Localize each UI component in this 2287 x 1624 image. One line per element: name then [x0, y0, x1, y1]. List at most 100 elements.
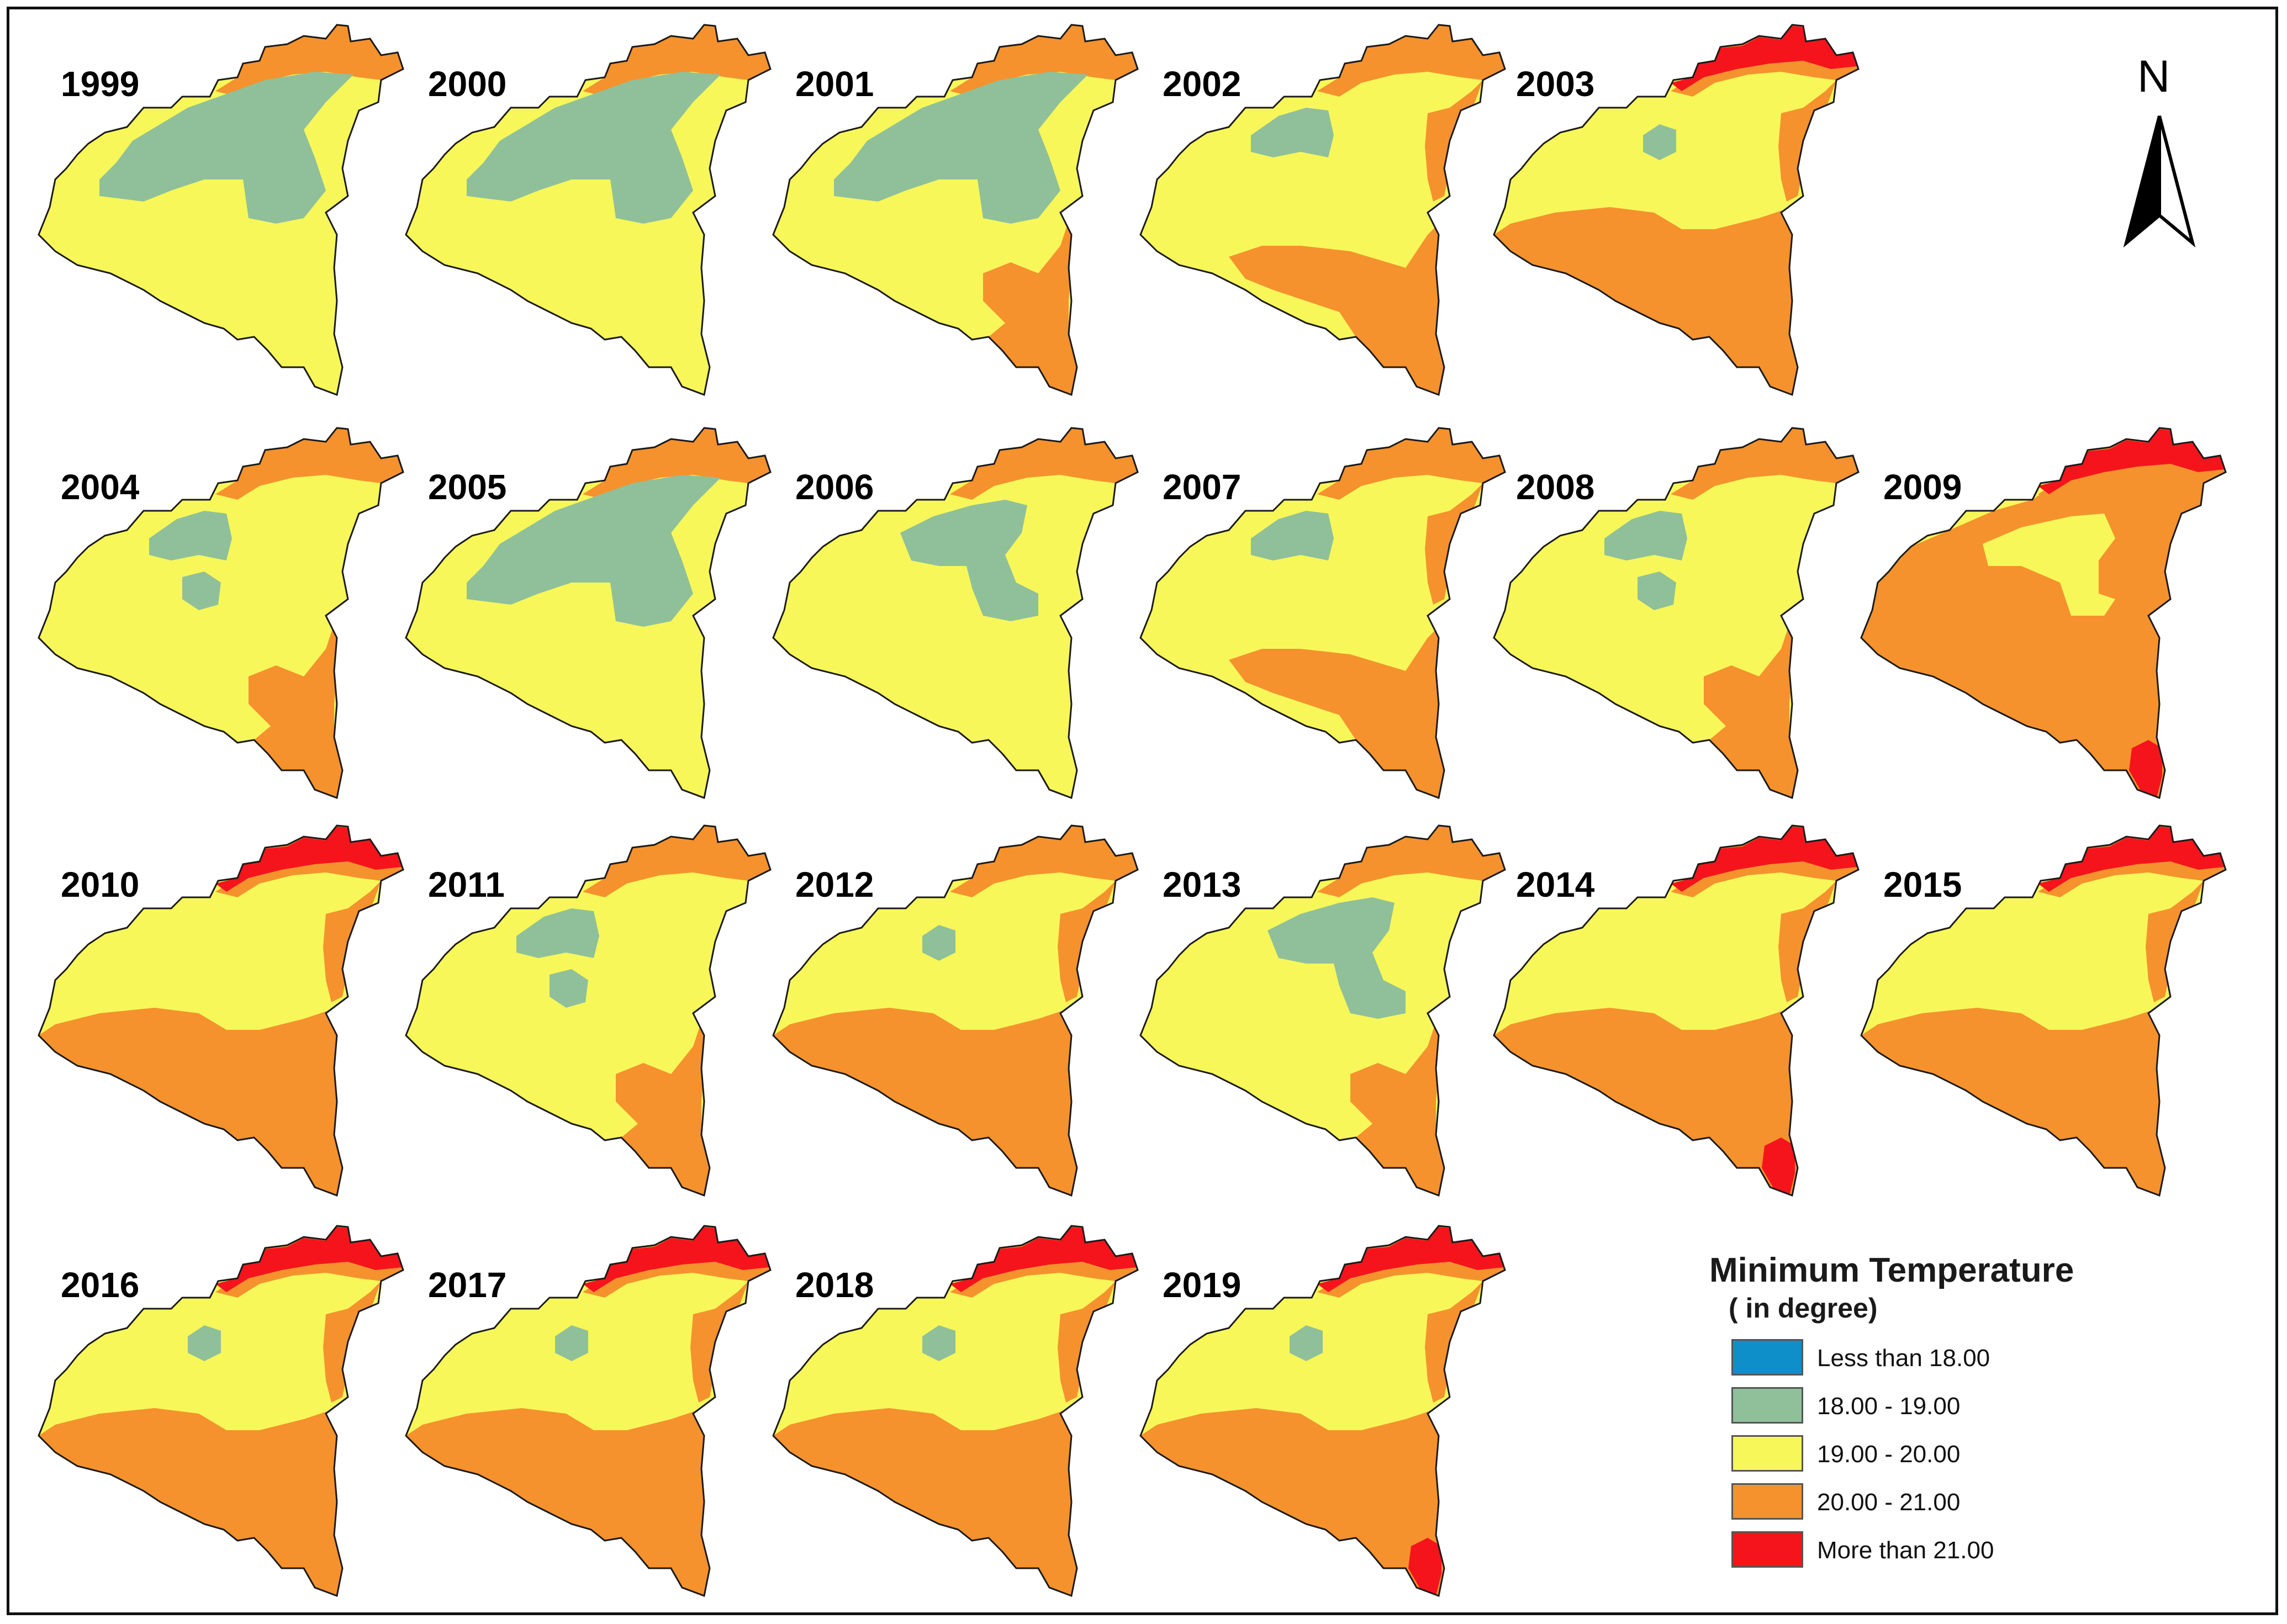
region-map	[772, 24, 1139, 396]
legend-item-19-20: 19.00 - 20.00	[1731, 1435, 2184, 1474]
north-label: N	[2137, 51, 2170, 102]
zone-red-north	[215, 827, 402, 892]
zone-orange-lower-half	[773, 1008, 1077, 1195]
legend-title: Minimum Temperature	[1709, 1251, 2074, 1289]
zone-green-center	[550, 969, 588, 1008]
zone-orange-south	[1229, 224, 1444, 395]
map-panel-2008: 2008	[1472, 417, 1860, 803]
region-map	[1139, 1225, 1506, 1597]
legend-item-18-19: 18.00 - 19.00	[1731, 1387, 2184, 1426]
zone-20-21-north	[950, 428, 1138, 500]
zone-orange-southeast	[249, 616, 342, 798]
year-label: 2015	[1883, 865, 1962, 904]
region-boundary	[772, 1225, 1139, 1597]
zone-green-medium	[1267, 897, 1406, 1019]
legend-label: 18.00 - 19.00	[1817, 1393, 1961, 1420]
zone-red-south	[2129, 740, 2162, 798]
legend-label: 19.00 - 20.00	[1817, 1441, 1961, 1468]
legend-label: Less than 18.00	[1817, 1345, 1990, 1372]
zone-green-tiny	[188, 1325, 221, 1361]
region-boundary	[772, 824, 1139, 1197]
region-map	[38, 427, 404, 800]
zone-green-medium	[900, 500, 1038, 621]
zone-red-south	[1408, 1538, 1441, 1596]
map-panel-2013: 2013	[1118, 814, 1506, 1201]
zone-orange-lower-half	[1140, 1408, 1444, 1596]
year-label: 2003	[1516, 64, 1595, 104]
zone-green-large	[467, 72, 721, 224]
map-panel-2005: 2005	[384, 417, 772, 803]
year-label: 2007	[1163, 467, 1242, 507]
region-boundary	[1493, 824, 1860, 1197]
region-map	[1860, 427, 2227, 800]
map-panel-2001: 2001	[751, 14, 1139, 400]
region-boundary	[1139, 824, 1506, 1197]
region-map	[405, 1225, 772, 1597]
region-boundary	[1860, 824, 2227, 1197]
map-panel-2002: 2002	[1118, 14, 1506, 400]
year-label: 2009	[1883, 467, 1962, 507]
region-boundary	[1860, 427, 2227, 800]
region-map	[405, 824, 772, 1197]
zone-green-small	[149, 511, 232, 560]
legend-item-less-than-18: Less than 18.00	[1731, 1339, 2184, 1378]
zone-green-center	[182, 572, 221, 610]
year-label: 2012	[795, 865, 874, 904]
zone-red-north	[2038, 429, 2225, 494]
zone-20-21-north	[1317, 428, 1505, 500]
zone-green-center	[1638, 572, 1676, 610]
zone-20-21-north	[950, 25, 1138, 97]
zone-orange-southeast	[1350, 1013, 1444, 1195]
map-panel-2014: 2014	[1472, 814, 1860, 1201]
map-panel-2011: 2011	[384, 814, 772, 1201]
year-label: 2006	[795, 467, 874, 507]
region-boundary	[38, 1225, 404, 1597]
year-label: 2008	[1516, 467, 1595, 507]
region-map	[38, 1225, 404, 1597]
year-label: 2019	[1163, 1265, 1242, 1305]
region-boundary	[38, 824, 404, 1197]
region-map	[38, 824, 404, 1197]
zone-green-tiny	[1290, 1325, 1323, 1361]
map-panel-2018: 2018	[751, 1215, 1139, 1601]
zone-red-north	[2038, 827, 2225, 892]
zone-green-large	[467, 475, 721, 627]
region-map	[1139, 824, 1506, 1197]
north-arrow-icon	[2123, 115, 2196, 248]
zone-orange-southeast	[983, 213, 1077, 395]
region-boundary	[1139, 24, 1506, 396]
map-panel-2009: 2009	[1839, 417, 2227, 803]
region-map	[1139, 427, 1506, 800]
legend-swatch	[1731, 1387, 1803, 1424]
region-map	[1493, 427, 1860, 800]
zone-green-small	[516, 908, 599, 958]
zone-red-north	[215, 1227, 402, 1292]
zone-20-21-north	[583, 826, 770, 897]
year-label: 2018	[795, 1265, 874, 1305]
legend-swatch	[1731, 1483, 1803, 1520]
region-map	[1493, 824, 1860, 1197]
zone-green-tiny	[922, 1325, 955, 1361]
zone-orange-lower-half	[1861, 1008, 2165, 1195]
zone-green-small	[1251, 511, 1334, 560]
zone-orange-lower-half	[406, 1408, 710, 1596]
region-boundary	[1493, 24, 1860, 396]
zone-orange-lower-half	[773, 1408, 1077, 1596]
zone-19-20	[773, 428, 1138, 798]
region-boundary	[772, 427, 1139, 800]
year-label: 2000	[428, 64, 507, 104]
zone-red-north	[583, 1227, 769, 1292]
zone-red-north	[1317, 1227, 1504, 1292]
legend: Minimum Temperature ( in degree) Less th…	[1701, 1245, 2198, 1577]
zone-20-21-north	[1671, 428, 1858, 500]
year-label: 2002	[1163, 64, 1242, 104]
legend-swatch	[1731, 1531, 1803, 1568]
year-label: 2013	[1163, 865, 1242, 904]
zone-green-tiny	[922, 925, 955, 961]
year-label: 2016	[61, 1265, 140, 1305]
region-boundary	[1139, 1225, 1506, 1597]
region-map	[1860, 824, 2227, 1197]
zone-green-tiny	[1643, 124, 1676, 160]
zone-red-north	[1671, 26, 1857, 91]
legend-label: 20.00 - 21.00	[1817, 1489, 1961, 1516]
